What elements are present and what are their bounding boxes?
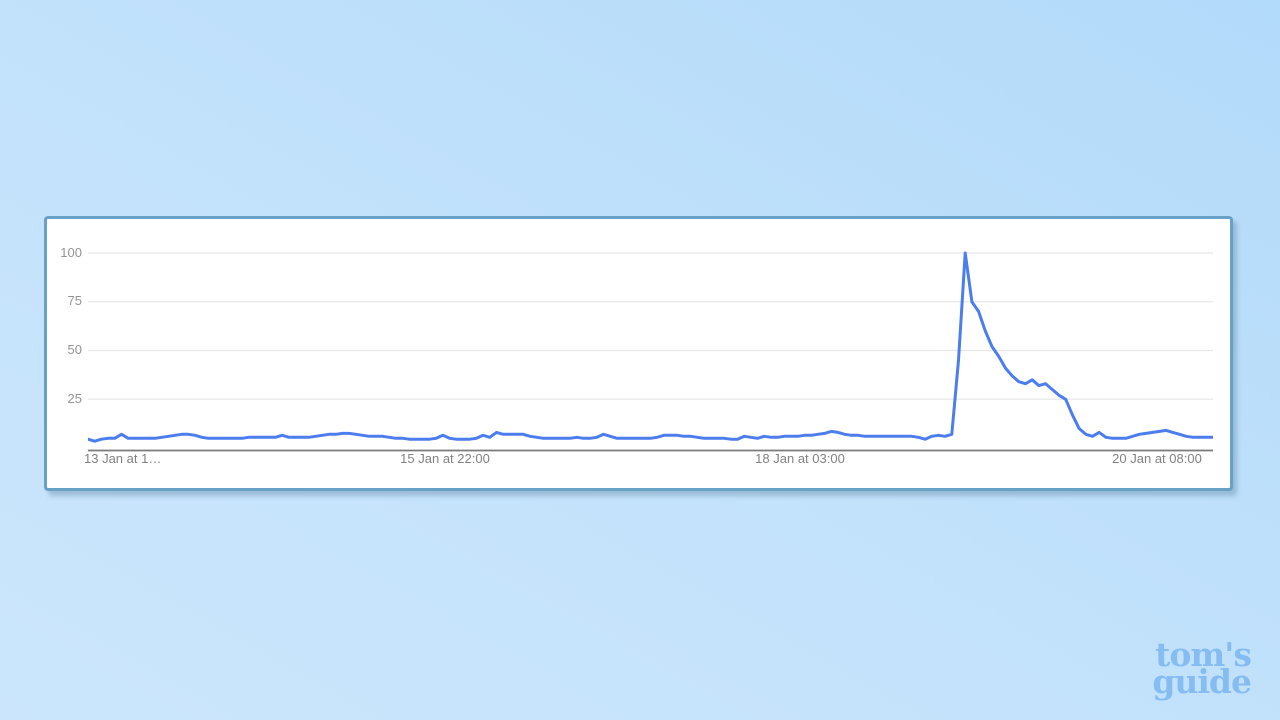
y-axis-tick-25: 25 bbox=[67, 391, 82, 406]
toms-guide-logo-line2: guide bbox=[1152, 662, 1252, 701]
trends-chart-card: 100 75 50 25 13 Jan at 1… 15 Jan at 22:0… bbox=[44, 216, 1233, 491]
y-axis-tick-75: 75 bbox=[67, 293, 82, 308]
x-axis-tick-15jan: 15 Jan at 22:00 bbox=[400, 451, 490, 466]
x-axis-tick-18jan: 18 Jan at 03:00 bbox=[755, 451, 845, 466]
trend-line-chart bbox=[88, 251, 1213, 452]
y-axis-tick-50: 50 bbox=[67, 342, 82, 357]
y-axis-tick-100: 100 bbox=[60, 245, 82, 260]
x-axis-tick-20jan: 20 Jan at 08:00 bbox=[1112, 451, 1202, 466]
x-axis-tick-13jan: 13 Jan at 1… bbox=[84, 451, 162, 466]
toms-guide-logo: tom's guide bbox=[1152, 635, 1252, 701]
toms-guide-logo-line1: tom's bbox=[1155, 635, 1252, 674]
